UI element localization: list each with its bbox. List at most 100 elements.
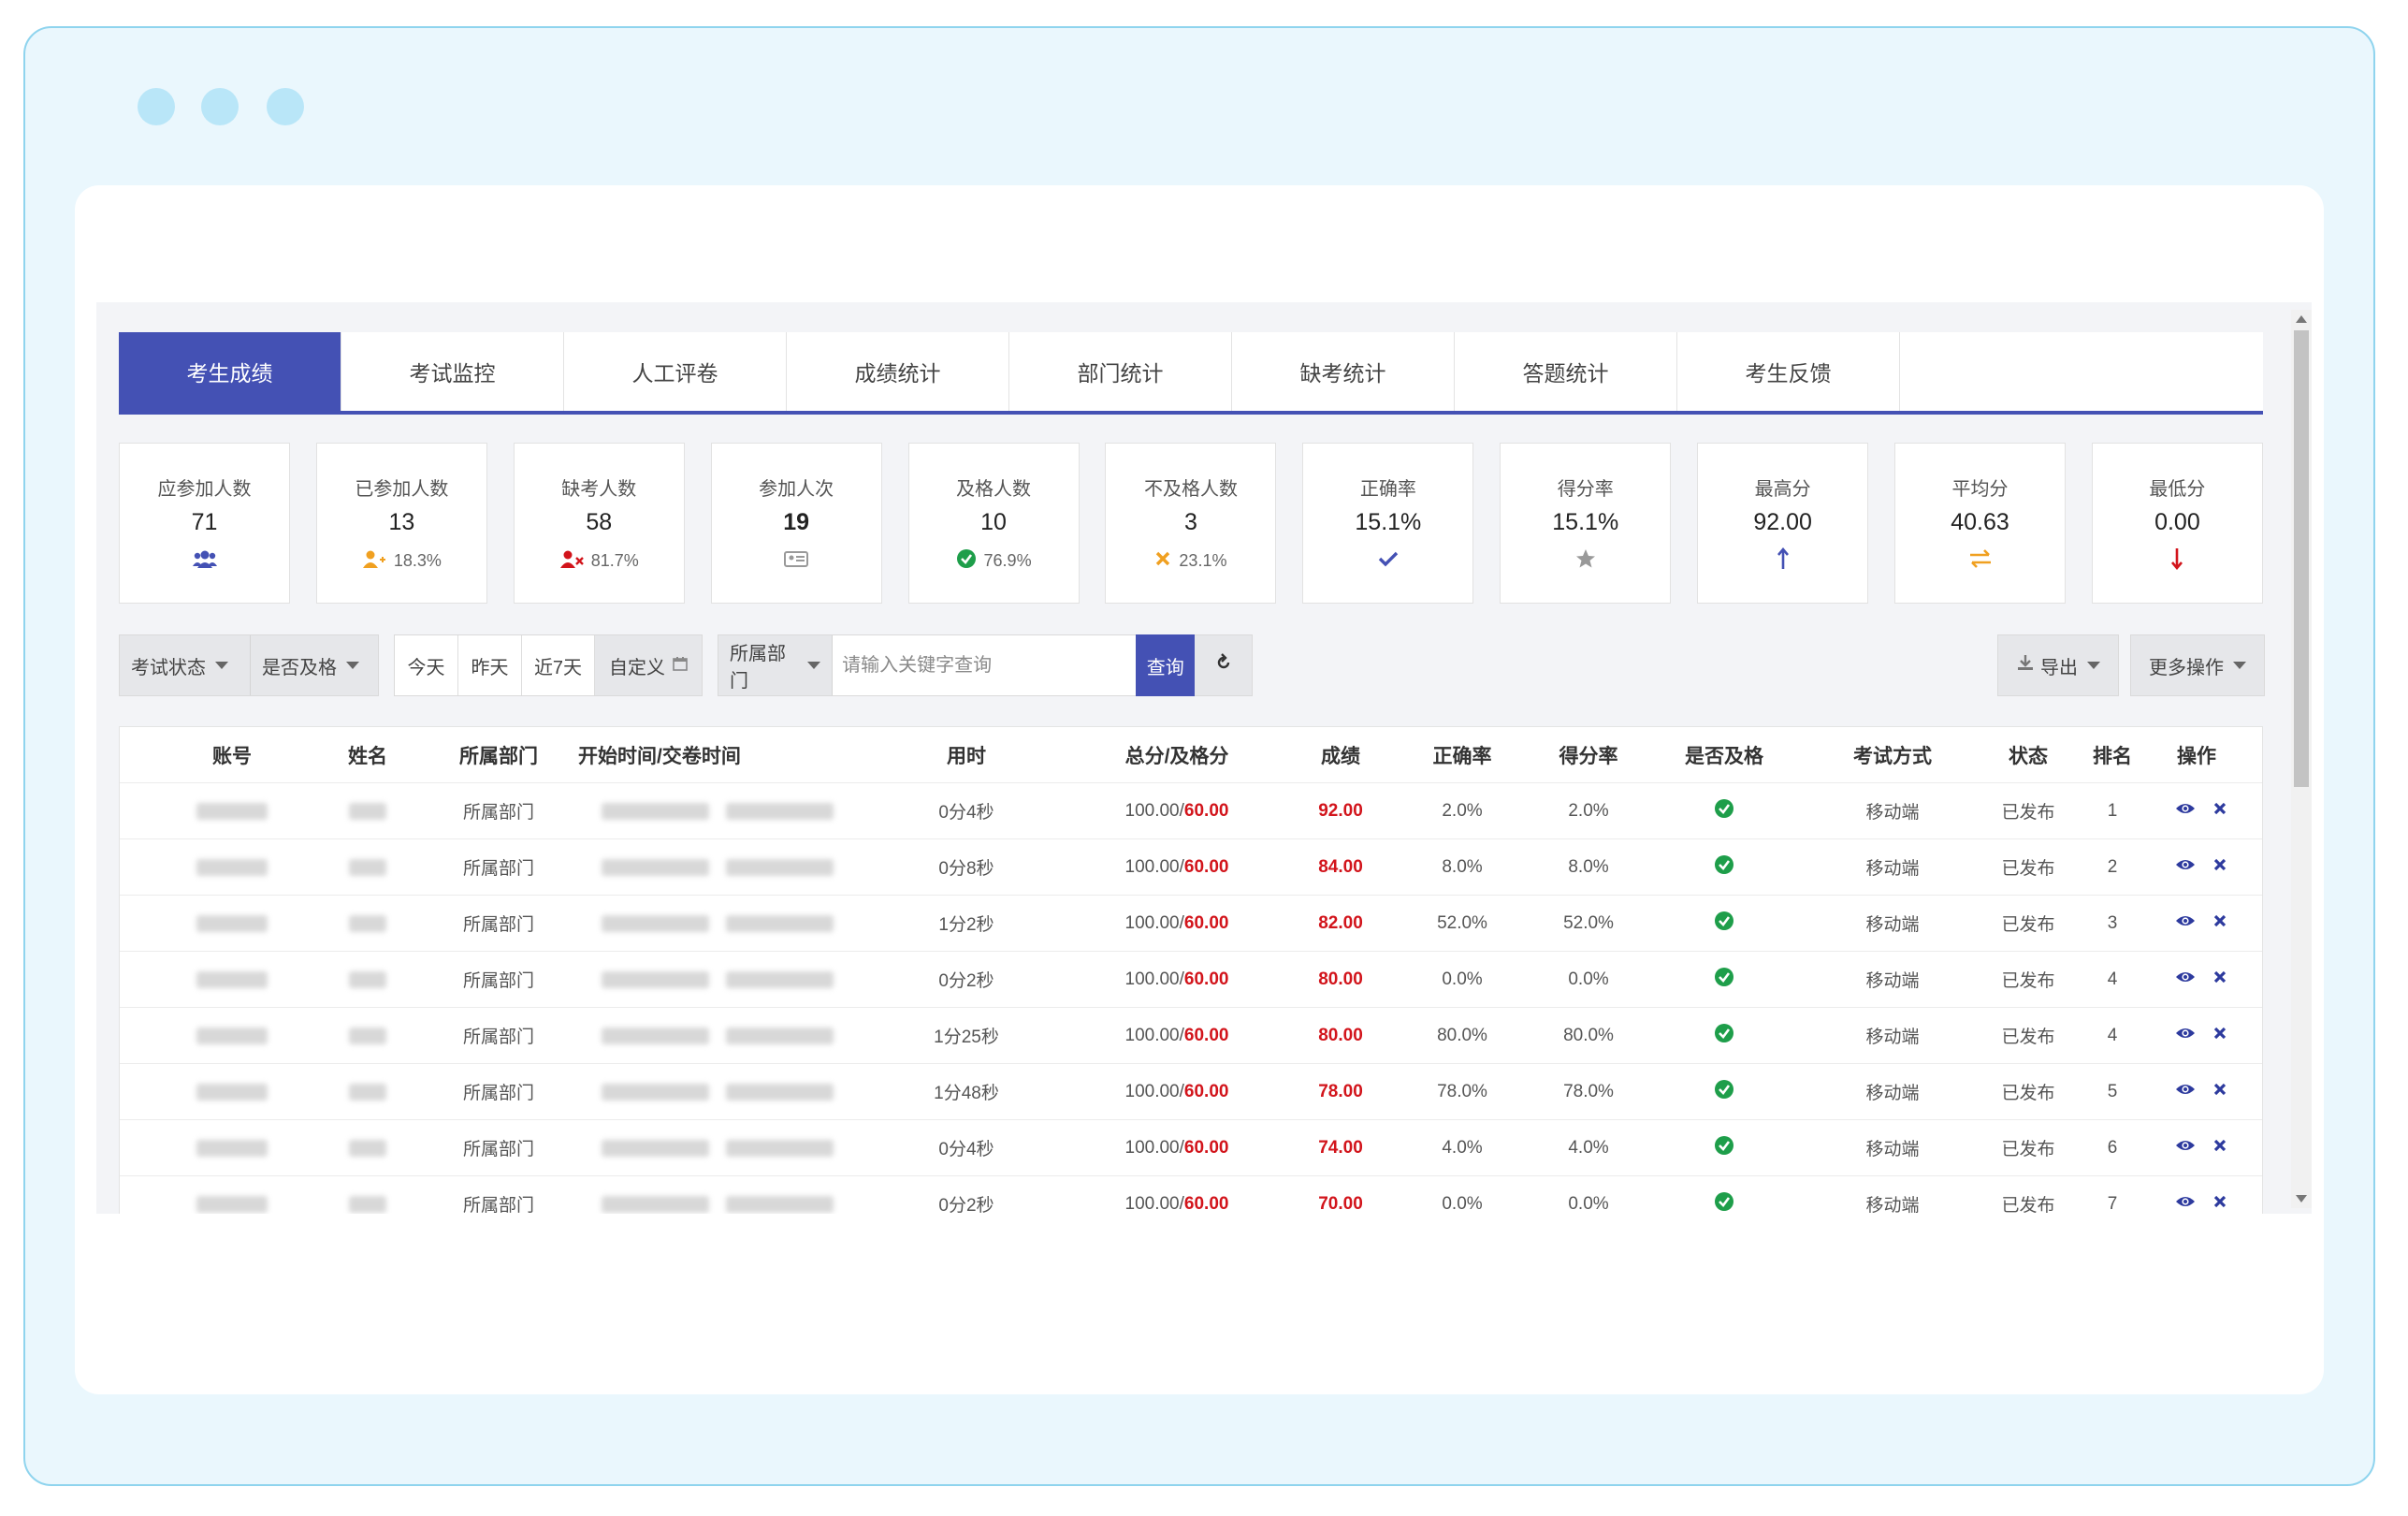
table-row[interactable]: 所属部门 0分2秒 100.00/60.00 70.00 0.0% 0.0% 移动端 已发布 7 — [120, 1176, 2262, 1214]
col-time[interactable]: 开始时间/交卷时间 — [578, 745, 741, 767]
tab-feedback[interactable]: 考生反馈 — [1677, 332, 1900, 411]
score-rate-cell: 78.0% — [1563, 1081, 1614, 1101]
account-cell-redacted — [195, 1176, 269, 1214]
duration-cell: 0分8秒 — [938, 859, 994, 879]
name-cell-redacted — [335, 1008, 400, 1063]
table-row[interactable]: 所属部门 0分2秒 100.00/60.00 80.00 0.0% 0.0% 移动端 已发布 4 — [120, 952, 2262, 1008]
filter-last7[interactable]: 近7天 — [522, 635, 595, 695]
actions-cell — [2164, 1176, 2239, 1214]
app-panel: 考生成绩 考试监控 人工评卷 成绩统计 部门统计 缺考统计 答题统计 考生反馈 … — [96, 302, 2312, 1214]
delete-icon[interactable] — [2212, 801, 2227, 822]
status-cell: 已发布 — [2001, 1028, 2055, 1047]
filter-yesterday[interactable]: 昨天 — [458, 635, 522, 695]
dept-cell: 所属部门 — [462, 1028, 534, 1047]
tab-dept-stats[interactable]: 部门统计 — [1009, 332, 1232, 411]
col-score-rate[interactable]: 得分率 — [1559, 745, 1618, 767]
scrollbar[interactable] — [2291, 310, 2312, 1208]
table-row[interactable]: 所属部门 1分48秒 100.00/60.00 78.00 78.0% 78.0% 移动端 已… — [120, 1064, 2262, 1120]
account-cell-redacted — [195, 839, 269, 895]
tab-score-stats[interactable]: 成绩统计 — [787, 332, 1009, 411]
filter-today[interactable]: 今天 — [395, 635, 458, 695]
export-button[interactable]: 导出 — [1997, 634, 2119, 696]
total-pass-cell: 100.00/60.00 — [1093, 1008, 1261, 1063]
time-cell-redacted — [602, 839, 835, 895]
stat-attended: 已参加人数 13 18.3% — [315, 443, 487, 604]
tab-absence-stats[interactable]: 缺考统计 — [1232, 332, 1455, 411]
scroll-down-icon[interactable] — [2296, 1195, 2307, 1203]
table-row[interactable]: 所属部门 0分8秒 100.00/60.00 84.00 8.0% 8.0% 移动端 已发布 2 — [120, 839, 2262, 896]
stat-label: 已参加人数 — [355, 479, 449, 500]
reset-button[interactable] — [1195, 635, 1252, 695]
col-status[interactable]: 状态 — [2009, 745, 2048, 767]
eye-icon[interactable] — [2175, 857, 2196, 878]
tab-monitor[interactable]: 考试监控 — [341, 332, 564, 411]
total-pass-cell: 100.00/60.00 — [1093, 1176, 1261, 1214]
more-actions-button[interactable]: 更多操作 — [2130, 634, 2265, 696]
mode-cell: 移动端 — [1865, 1028, 1920, 1047]
tab-bar: 考生成绩 考试监控 人工评卷 成绩统计 部门统计 缺考统计 答题统计 考生反馈 — [119, 332, 2263, 415]
eye-icon[interactable] — [2175, 969, 2196, 990]
eye-icon[interactable] — [2175, 913, 2196, 934]
filter-custom[interactable]: 自定义 — [595, 635, 702, 695]
window-dot-minimize[interactable] — [201, 88, 239, 125]
pass-select[interactable]: 是否及格 — [251, 635, 378, 695]
col-rank[interactable]: 排名 — [2093, 745, 2132, 767]
stat-percent: 23.1% — [1179, 550, 1227, 570]
chevron-down-icon — [2087, 662, 2100, 669]
total-score: 100.00/ — [1124, 800, 1184, 821]
tab-manual-grading[interactable]: 人工评卷 — [564, 332, 787, 411]
col-score[interactable]: 成绩 — [1321, 745, 1360, 767]
table-row[interactable]: 所属部门 0分4秒 100.00/60.00 92.00 2.0% 2.0% 移动端 已发布 1 — [120, 783, 2262, 839]
delete-icon[interactable] — [2212, 857, 2227, 878]
mode-cell: 移动端 — [1865, 859, 1920, 879]
window-dot-maximize[interactable] — [267, 88, 304, 125]
status-cell: 已发布 — [2001, 859, 2055, 879]
table-row[interactable]: 所属部门 1分2秒 100.00/60.00 82.00 52.0% 52.0% 移动端 已发… — [120, 896, 2262, 952]
search-input[interactable] — [833, 635, 1136, 695]
col-pass[interactable]: 是否及格 — [1685, 745, 1763, 767]
col-accuracy[interactable]: 正确率 — [1432, 745, 1492, 767]
scroll-up-icon[interactable] — [2296, 315, 2307, 323]
delete-icon[interactable] — [2212, 1026, 2227, 1046]
calendar-icon — [673, 655, 688, 677]
col-mode[interactable]: 考试方式 — [1853, 745, 1932, 767]
delete-icon[interactable] — [2212, 1082, 2227, 1102]
window-dot-close[interactable] — [138, 88, 175, 125]
tab-answer-stats[interactable]: 答题统计 — [1455, 332, 1677, 411]
query-button[interactable]: 查询 — [1136, 634, 1196, 696]
time-cell-redacted — [602, 1120, 835, 1175]
eye-icon[interactable] — [2175, 1026, 2196, 1046]
eye-icon[interactable] — [2175, 1138, 2196, 1159]
status-cell: 已发布 — [2001, 1140, 2055, 1159]
delete-icon[interactable] — [2212, 1194, 2227, 1215]
scores-table: 账号 姓名 所属部门 开始时间/交卷时间 用时 总分/及格分 成绩 正确率 得分… — [119, 726, 2263, 1214]
col-total-pass[interactable]: 总分/及格分 — [1124, 745, 1229, 767]
col-dept[interactable]: 所属部门 — [459, 745, 538, 767]
table-row[interactable]: 所属部门 1分25秒 100.00/60.00 80.00 80.0% 80.0% 移动端 已… — [120, 1008, 2262, 1064]
eye-icon[interactable] — [2175, 1082, 2196, 1102]
delete-icon[interactable] — [2212, 1138, 2227, 1159]
scrollbar-thumb[interactable] — [2294, 330, 2309, 787]
dept-select[interactable]: 所属部门 — [718, 635, 834, 695]
eye-icon[interactable] — [2175, 801, 2196, 822]
stat-label: 应参加人数 — [157, 479, 252, 500]
total-score: 100.00/ — [1124, 856, 1184, 877]
name-cell-redacted — [335, 1120, 400, 1175]
name-cell-redacted — [335, 783, 400, 838]
chevron-down-icon — [2233, 662, 2246, 669]
actions-cell — [2164, 1120, 2239, 1175]
eye-icon[interactable] — [2175, 1194, 2196, 1215]
delete-icon[interactable] — [2212, 913, 2227, 934]
duration-cell: 0分2秒 — [938, 1196, 994, 1214]
delete-icon[interactable] — [2212, 969, 2227, 990]
exam-status-select[interactable]: 考试状态 — [120, 635, 251, 695]
check-circle-icon — [1714, 1079, 1734, 1105]
col-duration[interactable]: 用时 — [947, 745, 986, 767]
chevron-down-icon — [215, 662, 228, 669]
table-row[interactable]: 所属部门 0分4秒 100.00/60.00 74.00 4.0% 4.0% 移动端 已发布 6 — [120, 1120, 2262, 1176]
col-account[interactable]: 账号 — [212, 745, 252, 767]
status-cell: 已发布 — [2001, 803, 2055, 823]
tab-scores[interactable]: 考生成绩 — [119, 332, 341, 411]
duration-cell: 1分25秒 — [934, 1028, 999, 1047]
col-name[interactable]: 姓名 — [348, 745, 387, 767]
